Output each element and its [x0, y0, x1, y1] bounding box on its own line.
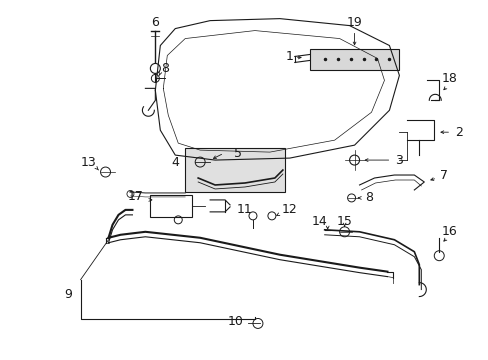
Bar — [309, 49, 399, 71]
Text: 15: 15 — [336, 215, 352, 228]
Text: 1: 1 — [285, 50, 293, 63]
Text: 12: 12 — [282, 203, 297, 216]
Text: 5: 5 — [234, 147, 242, 159]
Text: 18: 18 — [440, 72, 456, 85]
Bar — [150, 195, 192, 217]
Bar — [185, 148, 285, 192]
Text: 7: 7 — [439, 168, 447, 181]
Text: 2: 2 — [454, 126, 462, 139]
Text: 13: 13 — [81, 156, 96, 168]
Text: 17: 17 — [127, 190, 143, 203]
Text: 19: 19 — [346, 16, 362, 29]
Text: 11: 11 — [237, 203, 252, 216]
Text: 8: 8 — [161, 62, 169, 75]
Text: 6: 6 — [151, 16, 159, 29]
Text: 4: 4 — [171, 156, 179, 168]
Text: 9: 9 — [64, 288, 73, 301]
Text: 16: 16 — [441, 225, 456, 238]
Text: 8: 8 — [365, 192, 373, 204]
Text: 3: 3 — [395, 154, 403, 167]
Text: 14: 14 — [311, 215, 327, 228]
Text: 10: 10 — [227, 315, 244, 328]
